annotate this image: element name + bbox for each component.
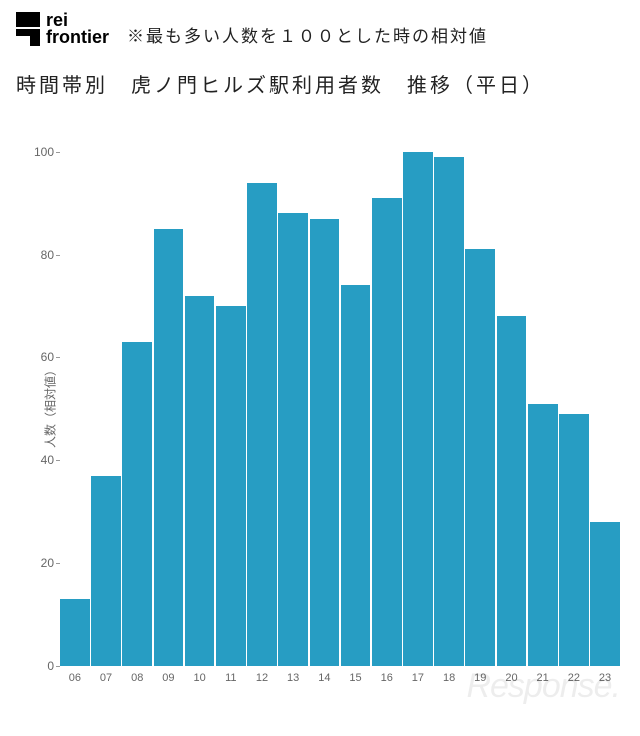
y-tick-mark bbox=[56, 460, 60, 461]
bar bbox=[247, 183, 277, 666]
bar bbox=[497, 316, 527, 666]
y-tick-label: 40 bbox=[30, 453, 54, 467]
bar bbox=[403, 152, 433, 666]
y-tick-label: 80 bbox=[30, 248, 54, 262]
x-tick-label: 17 bbox=[403, 672, 433, 684]
x-tick-label: 13 bbox=[278, 672, 308, 684]
bar bbox=[154, 229, 184, 666]
x-tick-label: 20 bbox=[497, 672, 527, 684]
bar bbox=[122, 342, 152, 666]
y-tick-label: 0 bbox=[30, 659, 54, 673]
x-tick-label: 16 bbox=[372, 672, 402, 684]
x-tick-label: 22 bbox=[559, 672, 589, 684]
x-tick-label: 07 bbox=[91, 672, 121, 684]
bars-container bbox=[60, 126, 620, 666]
x-tick-label: 10 bbox=[185, 672, 215, 684]
y-tick-label: 100 bbox=[30, 145, 54, 159]
header: rei frontier ※最も多い人数を１００とした時の相対値 bbox=[0, 0, 640, 47]
bar bbox=[559, 414, 589, 666]
logo: rei frontier bbox=[16, 12, 109, 46]
y-tick-mark bbox=[56, 666, 60, 667]
x-tick-label: 06 bbox=[60, 672, 90, 684]
bar bbox=[278, 213, 308, 666]
bar bbox=[185, 296, 215, 666]
x-tick-label: 12 bbox=[247, 672, 277, 684]
plot-region: 060708091011121314151617181920212223 020… bbox=[60, 126, 620, 666]
x-tick-label: 23 bbox=[590, 672, 620, 684]
x-tick-label: 08 bbox=[122, 672, 152, 684]
bar bbox=[91, 476, 121, 666]
x-tick-label: 14 bbox=[310, 672, 340, 684]
chart-note: ※最も多い人数を１００とした時の相対値 bbox=[127, 12, 488, 47]
bar bbox=[528, 404, 558, 666]
bar bbox=[590, 522, 620, 666]
x-tick-label: 19 bbox=[465, 672, 495, 684]
bar bbox=[60, 599, 90, 666]
bar bbox=[465, 249, 495, 666]
y-tick-mark bbox=[56, 357, 60, 358]
bar bbox=[372, 198, 402, 666]
logo-line2: frontier bbox=[46, 29, 109, 46]
x-tick-label: 11 bbox=[216, 672, 246, 684]
bar bbox=[310, 219, 340, 666]
bar bbox=[434, 157, 464, 666]
y-tick-mark bbox=[56, 152, 60, 153]
page-title: 時間帯別 虎ノ門ヒルズ駅利用者数 推移（平日） bbox=[0, 47, 640, 106]
y-tick-label: 60 bbox=[30, 350, 54, 364]
bar bbox=[216, 306, 246, 666]
x-labels-container: 060708091011121314151617181920212223 bbox=[60, 666, 620, 684]
logo-mark-icon bbox=[16, 12, 40, 46]
x-tick-label: 15 bbox=[341, 672, 371, 684]
logo-text: rei frontier bbox=[46, 12, 109, 46]
x-tick-label: 21 bbox=[528, 672, 558, 684]
x-tick-label: 18 bbox=[434, 672, 464, 684]
chart-area: 人数（相対値） 06070809101112131415161718192021… bbox=[0, 106, 640, 706]
bar bbox=[341, 285, 371, 666]
y-tick-label: 20 bbox=[30, 556, 54, 570]
y-axis-label: 人数（相対値） bbox=[42, 364, 59, 448]
y-tick-mark bbox=[56, 563, 60, 564]
x-tick-label: 09 bbox=[154, 672, 184, 684]
y-tick-mark bbox=[56, 255, 60, 256]
